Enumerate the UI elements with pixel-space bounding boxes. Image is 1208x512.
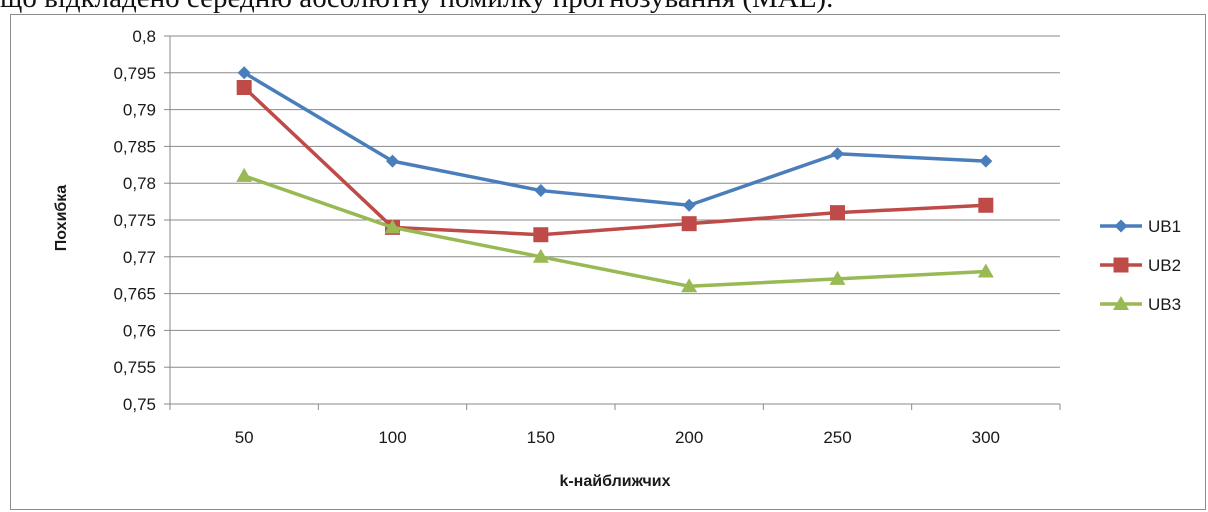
- y-tick-label: 0,8: [132, 27, 156, 46]
- y-tick-label: 0,76: [123, 321, 156, 340]
- legend: UB1 UB2 UB3: [1100, 217, 1181, 314]
- series-line-ub3: [243, 174, 986, 288]
- data-point-ub1: [237, 66, 251, 80]
- y-tick-labels: 0,75 0,755 0,76 0,765 0,77 0,775 0,78 0,785 0,79…: [113, 27, 156, 414]
- data-point-ub2: [236, 80, 252, 96]
- y-tick-label: 0,775: [113, 211, 156, 230]
- y-tick-label: 0,79: [123, 101, 156, 120]
- series-line-ub2: [242, 86, 986, 237]
- data-point-ub3: [681, 278, 698, 293]
- y-tick-label: 0,795: [113, 64, 156, 83]
- legend-label-ub2: UB2: [1148, 256, 1181, 275]
- x-tick-label: 250: [823, 428, 851, 447]
- data-point-ub3: [532, 248, 549, 263]
- data-point-ub1: [682, 198, 696, 212]
- data-point-ub2: [830, 205, 845, 221]
- data-point-ub3: [236, 167, 253, 182]
- data-point-ub2: [533, 227, 549, 243]
- x-axis-title: k-найближчих: [559, 473, 670, 490]
- legend-marker-ub3: [1113, 296, 1129, 310]
- page-text-fragment: що відкладено середню абсолютну помилку …: [0, 0, 1208, 15]
- data-point-ub1: [979, 154, 993, 168]
- x-tick-label: 150: [527, 428, 555, 447]
- y-tick-label: 0,78: [123, 174, 156, 193]
- legend-label-ub3: UB3: [1148, 295, 1181, 314]
- data-point-ub1: [386, 154, 399, 168]
- legend-marker-ub1: [1114, 219, 1128, 233]
- data-point-ub3: [829, 270, 846, 285]
- x-tick-label: 300: [972, 428, 1000, 447]
- axes: [164, 35, 1061, 410]
- y-tick-label: 0,765: [113, 285, 156, 304]
- x-tick-labels: 50 100 150 200 250 300: [235, 428, 1000, 447]
- legend-label-ub1: UB1: [1148, 217, 1181, 236]
- data-point-ub1: [534, 184, 548, 198]
- y-tick-label: 0,75: [123, 395, 156, 414]
- legend-marker-ub2: [1113, 257, 1129, 273]
- chart-frame: [10, 14, 1206, 510]
- data-point-ub3: [384, 219, 401, 234]
- series-line-ub1: [243, 71, 986, 208]
- y-tick-label: 0,785: [113, 137, 156, 156]
- x-tick-label: 100: [378, 428, 406, 447]
- series-lines: [236, 66, 994, 293]
- data-point-ub3: [977, 263, 994, 278]
- x-tick-label: 50: [235, 428, 254, 447]
- y-axis-title: Похибка: [53, 185, 70, 252]
- y-tick-label: 0,77: [123, 248, 156, 267]
- data-point-ub2: [978, 197, 994, 213]
- y-tick-label: 0,755: [113, 358, 156, 377]
- gridlines: [170, 35, 1060, 368]
- data-point-ub2: [681, 216, 697, 232]
- x-tick-label: 200: [675, 428, 703, 447]
- data-point-ub1: [831, 147, 844, 161]
